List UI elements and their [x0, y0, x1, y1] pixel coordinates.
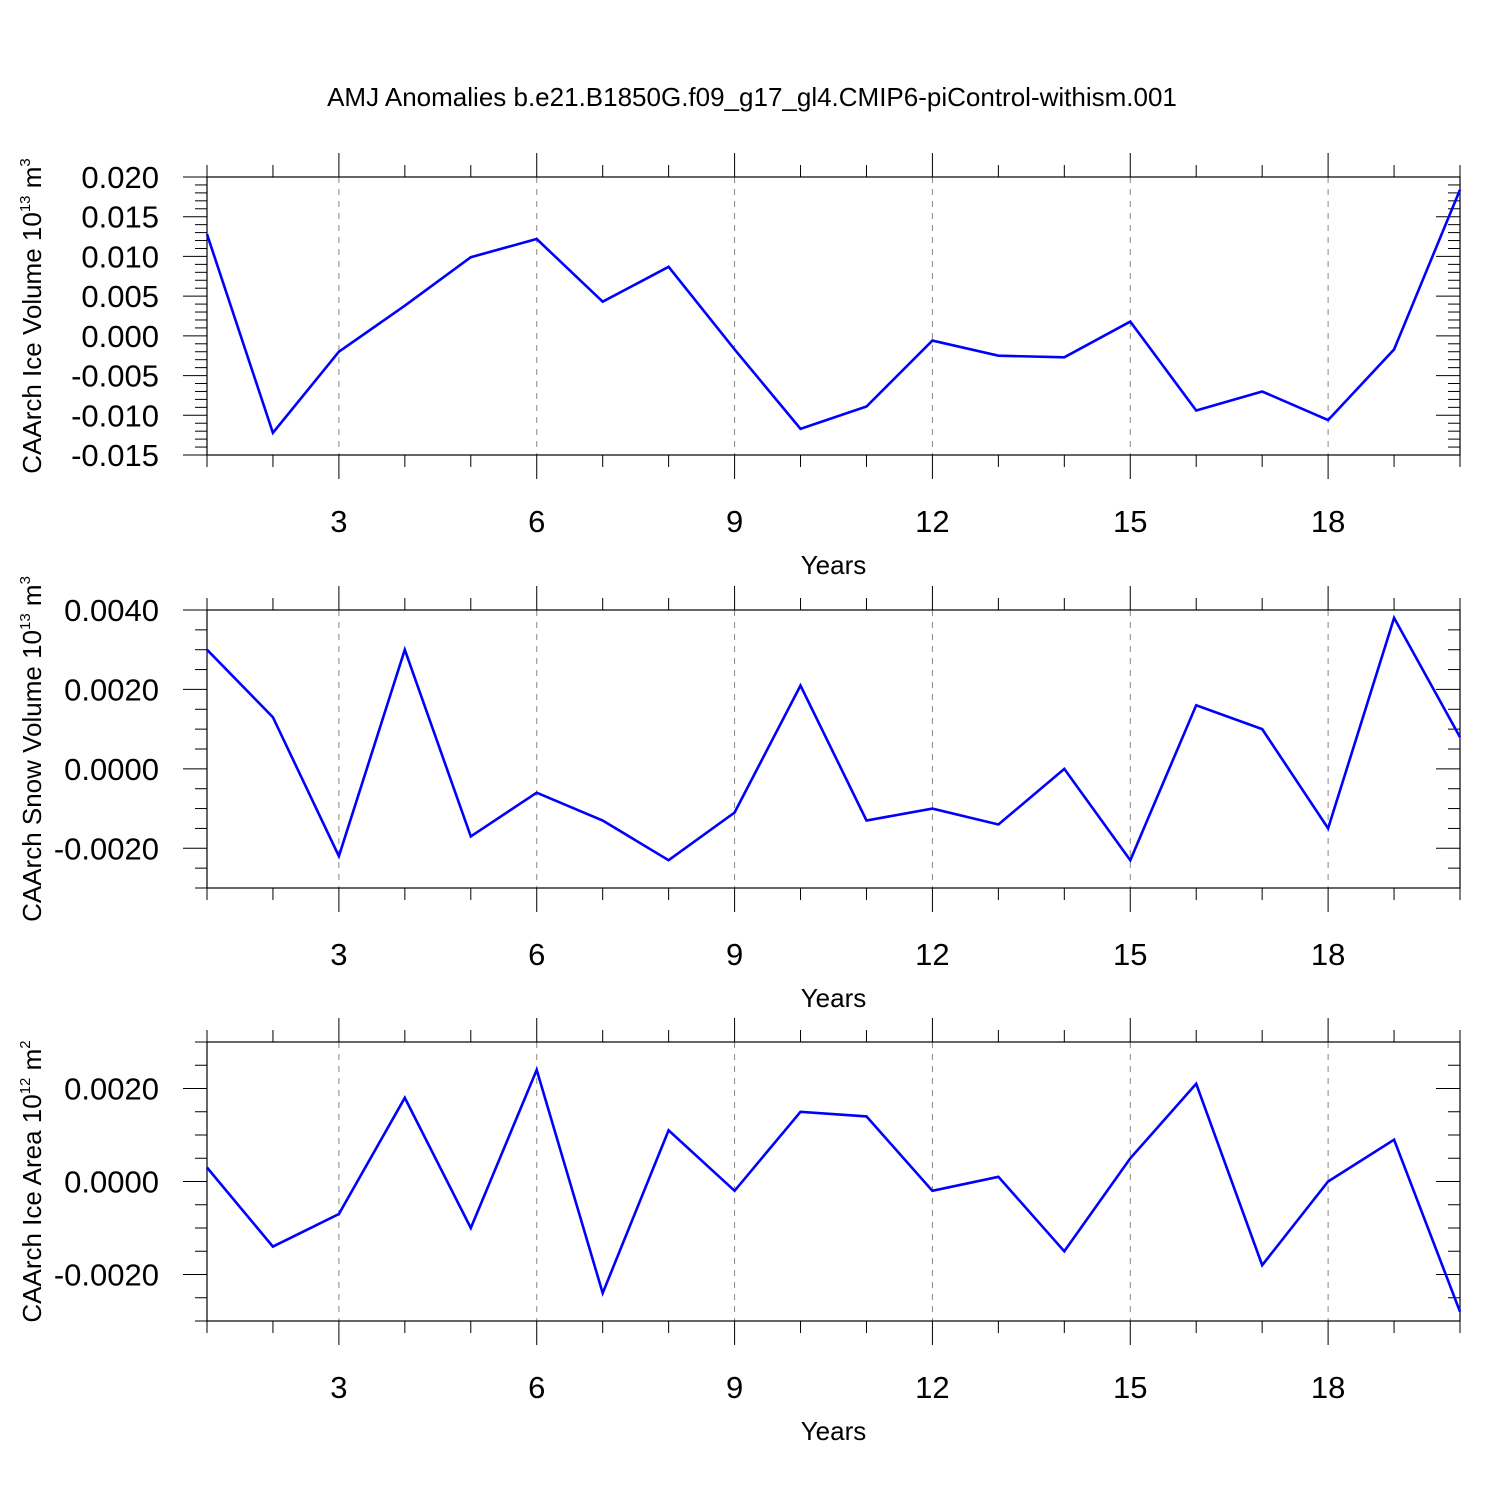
x-tick-label: 15 [1113, 504, 1147, 539]
x-tick-label: 15 [1113, 937, 1147, 972]
axis-label-unit-exponent: 3 [17, 158, 34, 166]
y-tick-label: 0.0020 [64, 672, 159, 707]
x-axis-label: Years [801, 983, 867, 1013]
axis-label-text: CAArch Ice Area 10 [17, 1094, 47, 1322]
x-tick-label: 3 [330, 937, 347, 972]
y-axis-label: CAArch Ice Area 1012 m2 [17, 1040, 47, 1322]
x-tick-label: 6 [528, 504, 545, 539]
y-tick-label: -0.0020 [54, 831, 159, 866]
y-tick-label: 0.015 [81, 200, 159, 235]
panel-1: 3 6 9 12 15 18 -0.015 -0.010 -0.005 0.000 0.005 0.0… [17, 153, 1462, 580]
x-tick-label: 12 [915, 1370, 949, 1405]
data-line [205, 189, 1462, 436]
x-tick-label: 15 [1113, 1370, 1147, 1405]
x-axis-label: Years [801, 1416, 867, 1446]
axis-label-exponent: 13 [17, 195, 34, 212]
x-tick-label: 9 [726, 937, 743, 972]
y-tick-label: 0.0000 [64, 1165, 159, 1200]
x-tick-label: 3 [330, 1370, 347, 1405]
y-axis-label: CAArch Snow Volume 1013 m3 [17, 576, 47, 922]
x-tick-label: 9 [726, 1370, 743, 1405]
axis-label-exponent: 13 [17, 613, 34, 630]
y-axis-label: CAArch Ice Volume 1013 m3 [17, 158, 47, 474]
panel-2: 3 6 9 12 15 18 -0.0020 0.0000 0.0020 0.0040 Years C… [17, 576, 1462, 1013]
y-tick-label: 0.0000 [64, 752, 159, 787]
x-tick-label: 3 [330, 504, 347, 539]
axis-label-unit: m [17, 584, 47, 613]
figure-title: AMJ Anomalies b.e21.B1850G.f09_g17_gl4.C… [327, 82, 1177, 112]
axis-label-text: CAArch Snow Volume 10 [17, 630, 47, 922]
x-tick-label: 6 [528, 1370, 545, 1405]
x-tick-label: 18 [1311, 937, 1345, 972]
axis-label-unit: m [17, 1049, 47, 1078]
y-tick-label: 0.0040 [64, 593, 159, 628]
axis-label-unit-exponent: 2 [17, 1040, 34, 1048]
plot-frame [206, 609, 1461, 889]
axis-label-text: CAArch Ice Volume 10 [17, 212, 47, 474]
y-tick-label: 0.020 [81, 160, 159, 195]
y-tick-label: 0.0020 [64, 1072, 159, 1107]
x-tick-label: 18 [1311, 1370, 1345, 1405]
y-tick-label: -0.010 [71, 398, 159, 433]
x-tick-label: 12 [915, 937, 949, 972]
axis-label-unit-exponent: 3 [17, 576, 34, 584]
y-tick-label: 0.005 [81, 279, 159, 314]
y-tick-label: 0.010 [81, 239, 159, 274]
y-tick-label: 0.000 [81, 319, 159, 354]
axis-label-exponent: 12 [17, 1078, 34, 1095]
data-line [206, 1066, 1462, 1313]
x-tick-label: 18 [1311, 504, 1345, 539]
y-tick-label: -0.015 [71, 438, 159, 473]
x-axis-label: Years [801, 550, 867, 580]
x-tick-label: 9 [726, 504, 743, 539]
x-tick-label: 12 [915, 504, 949, 539]
plot-frame [206, 1041, 1461, 1322]
y-tick-label: -0.0020 [54, 1258, 159, 1293]
data-line [206, 614, 1462, 863]
axis-label-unit: m [17, 167, 47, 196]
plot-frame [206, 176, 1461, 456]
y-tick-label: -0.005 [71, 359, 159, 394]
x-tick-label: 6 [528, 937, 545, 972]
panel-3: 3 6 9 12 15 18 -0.0020 0.0000 0.0020 Years CAArch … [17, 1018, 1462, 1446]
